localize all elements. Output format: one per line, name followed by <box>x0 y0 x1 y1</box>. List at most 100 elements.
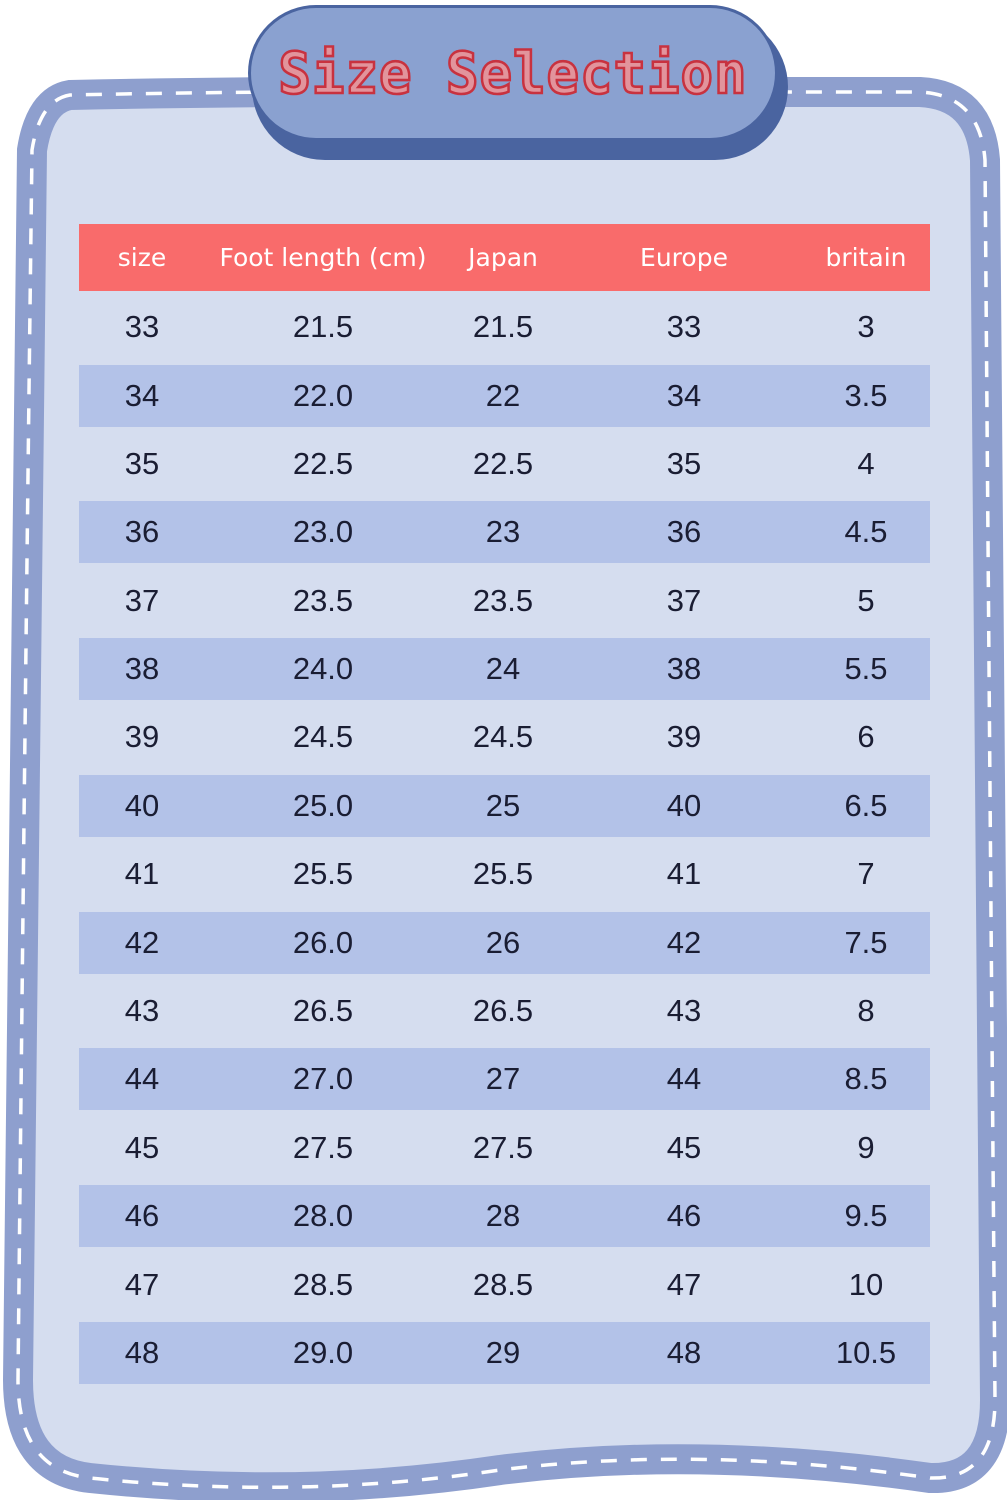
table-cell: 29.0 <box>292 1334 354 1370</box>
table-cell: 26.5 <box>472 993 534 1029</box>
table-cell: 27.0 <box>292 1061 354 1097</box>
table-row: 38 24.0 24 38 5.5 <box>79 638 930 701</box>
table-cell: 4.5 <box>844 514 888 550</box>
table-cell: 26 <box>485 924 521 960</box>
table-cell: 38 <box>666 651 702 687</box>
table-cell: 39 <box>124 719 160 755</box>
table-cell: 22.5 <box>292 445 354 481</box>
table-cell: 33 <box>124 309 160 345</box>
table-row: 40 25.0 25 40 6.5 <box>79 774 930 837</box>
table-cell: 9.5 <box>844 1198 888 1234</box>
table-row: 48 29.0 29 48 10.5 <box>79 1321 930 1384</box>
table-cell: 25.5 <box>292 856 354 892</box>
table-cell: 34 <box>124 377 160 413</box>
table-cell: 7.5 <box>844 924 888 960</box>
column-header: Europe <box>640 243 728 272</box>
table-cell: 28.5 <box>292 1266 354 1302</box>
table-cell: 24.5 <box>472 719 534 755</box>
table-cell: 21.5 <box>292 309 354 345</box>
table-cell: 46 <box>124 1198 160 1234</box>
table-cell: 23.5 <box>292 582 354 618</box>
table-cell: 22.5 <box>472 445 534 481</box>
table-cell: 37 <box>666 582 702 618</box>
table-cell: 36 <box>666 514 702 550</box>
table-cell: 24.0 <box>292 651 354 687</box>
table-cell: 3.5 <box>844 377 888 413</box>
table-cell: 39 <box>666 719 702 755</box>
table-row: 41 25.5 25.5 41 7 <box>79 840 930 908</box>
column-header: Foot length (cm) <box>219 243 427 272</box>
table-row: 39 24.5 24.5 39 6 <box>79 703 930 771</box>
table-row: 43 26.5 26.5 43 8 <box>79 977 930 1045</box>
table-cell: 5 <box>857 582 875 618</box>
table-cell: 22 <box>485 377 521 413</box>
table-header: size Foot length (cm) Japan Europe britain <box>79 224 930 291</box>
table-cell: 10.5 <box>835 1334 897 1370</box>
table-cell: 41 <box>124 856 160 892</box>
table-cell: 27.5 <box>472 1129 534 1165</box>
table-cell: 33 <box>666 309 702 345</box>
table-row: 46 28.0 28 46 9.5 <box>79 1185 930 1248</box>
table-cell: 24 <box>485 651 521 687</box>
table-row: 33 21.5 21.5 33 3 <box>79 293 930 361</box>
table-cell: 27.5 <box>292 1129 354 1165</box>
column-header: Japan <box>468 243 538 272</box>
table-row: 47 28.5 28.5 47 10 <box>79 1250 930 1318</box>
table-cell: 28.0 <box>292 1198 354 1234</box>
table-cell: 8 <box>857 993 875 1029</box>
table-cell: 38 <box>124 651 160 687</box>
table-cell: 8.5 <box>844 1061 888 1097</box>
table-cell: 48 <box>124 1334 160 1370</box>
table-cell: 36 <box>124 514 160 550</box>
table-cell: 35 <box>124 445 160 481</box>
table-cell: 40 <box>666 787 702 823</box>
table-row: 34 22.0 22 34 3.5 <box>79 364 930 427</box>
table-row: 36 23.0 23 36 4.5 <box>79 501 930 564</box>
table-cell: 25 <box>485 787 521 823</box>
table-cell: 25.5 <box>472 856 534 892</box>
table-cell: 35 <box>666 445 702 481</box>
table-cell: 22.0 <box>292 377 354 413</box>
table-cell: 27 <box>485 1061 521 1097</box>
table-cell: 21.5 <box>472 309 534 345</box>
table-row: 35 22.5 22.5 35 4 <box>79 430 930 498</box>
column-header: britain <box>825 243 907 272</box>
table-cell: 4 <box>857 445 875 481</box>
table-row: 45 27.5 27.5 45 9 <box>79 1114 930 1182</box>
table-cell: 42 <box>666 924 702 960</box>
table-cell: 47 <box>124 1266 160 1302</box>
table-cell: 9 <box>857 1129 875 1165</box>
table-cell: 34 <box>666 377 702 413</box>
table-cell: 46 <box>666 1198 702 1234</box>
table-cell: 10 <box>848 1266 884 1302</box>
table-cell: 45 <box>124 1129 160 1165</box>
table-cell: 7 <box>857 856 875 892</box>
table-cell: 42 <box>124 924 160 960</box>
table-cell: 43 <box>666 993 702 1029</box>
size-table: size Foot length (cm) Japan Europe britain 3… <box>79 224 930 1387</box>
table-cell: 23 <box>485 514 521 550</box>
column-header: size <box>117 243 167 272</box>
table-cell: 45 <box>666 1129 702 1165</box>
table-row: 44 27.0 27 44 8.5 <box>79 1048 930 1111</box>
table-cell: 44 <box>124 1061 160 1097</box>
table-cell: 28 <box>485 1198 521 1234</box>
table-cell: 41 <box>666 856 702 892</box>
table-cell: 23.5 <box>472 582 534 618</box>
table-cell: 26.5 <box>292 993 354 1029</box>
table-cell: 29 <box>485 1334 521 1370</box>
table-cell: 26.0 <box>292 924 354 960</box>
table-cell: 23.0 <box>292 514 354 550</box>
table-cell: 25.0 <box>292 787 354 823</box>
table-cell: 5.5 <box>844 651 888 687</box>
table-cell: 48 <box>666 1334 702 1370</box>
table-cell: 43 <box>124 993 160 1029</box>
table-cell: 37 <box>124 582 160 618</box>
table-cell: 40 <box>124 787 160 823</box>
table-cell: 28.5 <box>472 1266 534 1302</box>
page-title: Size Selection <box>277 39 748 108</box>
table-cell: 6.5 <box>844 787 888 823</box>
table-row: 42 26.0 26 42 7.5 <box>79 911 930 974</box>
title-banner: Size Selection <box>248 5 778 141</box>
table-cell: 24.5 <box>292 719 354 755</box>
